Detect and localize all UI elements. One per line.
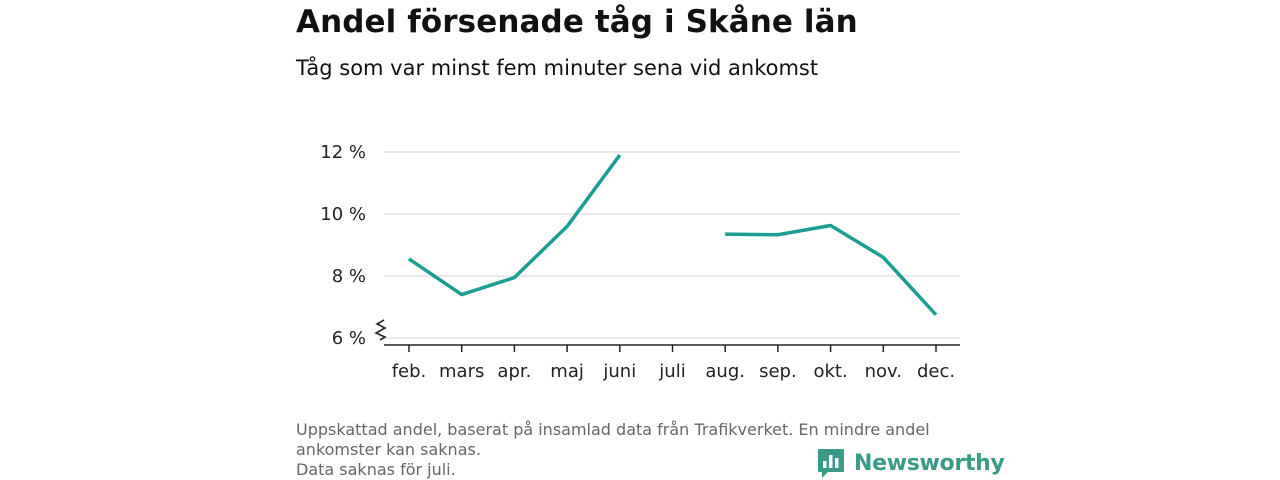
axis-break-zigzag [374, 319, 387, 341]
x-tick-label: dec. [917, 361, 955, 382]
footnote: Uppskattad andel, baserat på insamlad da… [296, 420, 986, 480]
x-tick-label: maj [550, 361, 584, 382]
x-tick-label: okt. [813, 361, 847, 382]
x-tick-label: aug. [705, 361, 745, 382]
x-axis: feb. mars apr. maj juni juli aug. sep. okt. nov. d… [384, 344, 960, 382]
series-lines [408, 154, 938, 316]
x-tick-label: mars [439, 361, 484, 382]
series-line [725, 223, 938, 316]
series-line [408, 154, 622, 297]
y-tick-label: 8 % [332, 266, 366, 287]
line-chart: 6 % 8 % 10 % 12 % feb. mars apr. maj juni juli au… [320, 142, 960, 382]
x-tick-label: juli [658, 361, 685, 382]
x-tick-label: nov. [865, 361, 902, 382]
footnote-line-1: Uppskattad andel, baserat på insamlad da… [296, 420, 930, 439]
x-tick-label: feb. [392, 361, 427, 382]
x-tick-label: apr. [497, 361, 531, 382]
footnote-line-3: Data saknas för juli. [296, 460, 456, 479]
chart-subtitle: Tåg som var minst fem minuter sena vid a… [296, 56, 819, 80]
y-tick-labels: 6 % 8 % 10 % 12 % [320, 142, 366, 349]
gridlines [384, 151, 960, 339]
x-tick-label: sep. [759, 361, 797, 382]
newsworthy-logo-icon [818, 449, 844, 478]
chart-title: Andel försenade tåg i Skåne län [296, 4, 858, 40]
chart-figure: Andel försenade tåg i Skåne län Tåg som … [296, 0, 1005, 480]
y-tick-label: 6 % [332, 328, 366, 349]
brand-name: Newsworthy [854, 450, 1005, 476]
axis-break-icon [374, 319, 387, 341]
newsworthy-logo: Newsworthy [816, 446, 1005, 480]
x-tick-label: juni [602, 361, 636, 382]
footnote-line-2: ankomster kan saknas. [296, 440, 481, 459]
y-tick-label: 12 % [320, 142, 366, 163]
y-tick-label: 10 % [320, 204, 366, 225]
